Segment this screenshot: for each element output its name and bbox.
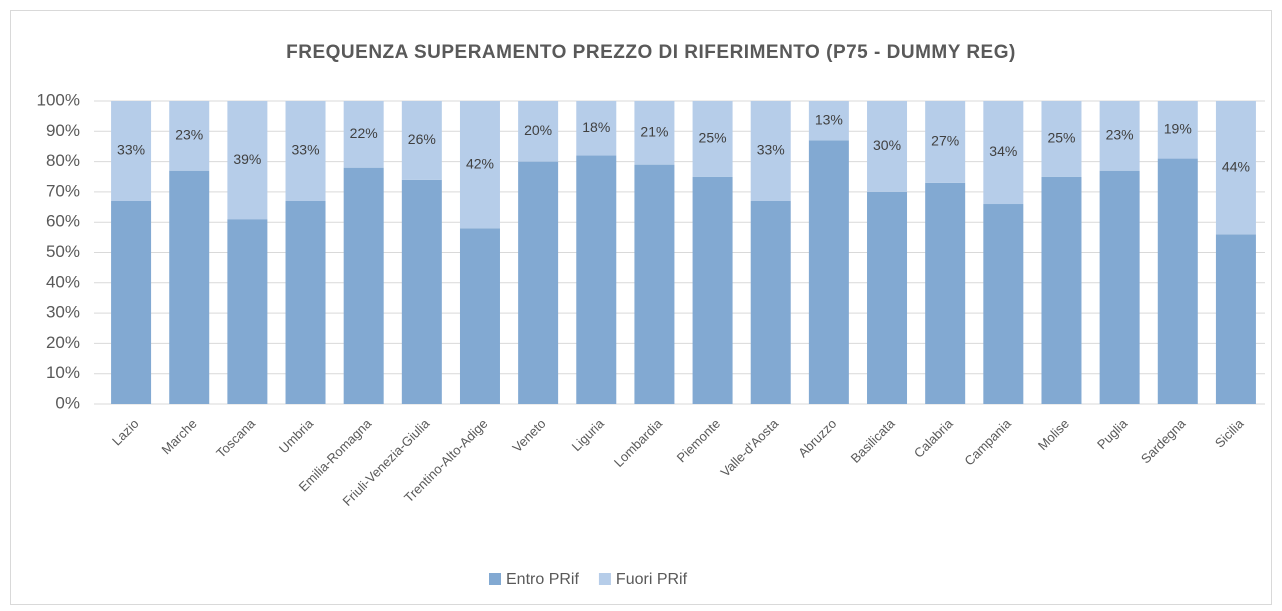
y-tick-label: 70% <box>46 181 80 200</box>
bar-segment <box>343 167 384 404</box>
y-tick-label: 90% <box>46 121 80 140</box>
value-label: 25% <box>699 130 727 146</box>
bar-segment <box>1041 176 1082 404</box>
value-label: 30% <box>873 137 901 153</box>
value-label: 26% <box>408 131 436 147</box>
value-label: 18% <box>582 119 610 135</box>
bar-segment <box>111 101 152 201</box>
value-label: 13% <box>815 111 843 127</box>
value-label: 23% <box>1106 127 1134 143</box>
bar-segment <box>1099 101 1140 171</box>
bar-segment <box>459 101 500 229</box>
bar-segment <box>634 101 675 165</box>
bar-segment <box>867 191 908 404</box>
value-label: 21% <box>640 124 668 140</box>
bar-segment <box>808 140 849 404</box>
bar-segment <box>169 170 210 404</box>
bar-segment <box>925 101 966 183</box>
bar-segment <box>576 155 617 404</box>
bar-segment <box>401 179 442 404</box>
bar-segment <box>459 228 500 404</box>
chart-title: FREQUENZA SUPERAMENTO PREZZO DI RIFERIME… <box>286 42 1016 63</box>
bar-segment <box>111 200 152 404</box>
bar-segment <box>518 101 559 162</box>
y-tick-label: 50% <box>46 242 80 261</box>
bar-segment <box>285 200 326 404</box>
y-tick-label: 0% <box>55 393 80 412</box>
bar-segment <box>227 101 268 220</box>
bar-segment <box>1215 234 1256 404</box>
bar-segment <box>576 101 617 156</box>
bar-segment <box>925 182 966 404</box>
legend-label: Fuori PRif <box>616 571 688 588</box>
bar-segment <box>169 101 210 171</box>
bar-segment <box>285 101 326 201</box>
value-label: 33% <box>292 142 320 158</box>
y-tick-label: 80% <box>46 151 80 170</box>
value-label: 20% <box>524 122 552 138</box>
bar-segment <box>401 101 442 180</box>
value-label: 44% <box>1222 158 1250 174</box>
value-label: 25% <box>1047 130 1075 146</box>
bar-segment <box>692 101 733 177</box>
value-label: 23% <box>175 127 203 143</box>
value-label: 22% <box>350 125 378 141</box>
bar-segment <box>1215 101 1256 235</box>
legend-swatch <box>489 573 501 585</box>
bar-segment <box>867 101 908 192</box>
y-tick-label: 60% <box>46 212 80 231</box>
bar-segment <box>1099 170 1140 404</box>
value-label: 27% <box>931 133 959 149</box>
y-tick-label: 10% <box>46 363 80 382</box>
y-tick-label: 20% <box>46 333 80 352</box>
bar-segment <box>750 200 791 404</box>
bar-segment <box>692 176 733 404</box>
bar-segment <box>983 101 1024 205</box>
value-label: 34% <box>989 143 1017 159</box>
bar-segment <box>518 161 559 404</box>
bar-segment <box>343 101 384 168</box>
value-label: 33% <box>757 142 785 158</box>
bar-segment <box>808 101 849 141</box>
value-label: 19% <box>1164 120 1192 136</box>
y-tick-label: 40% <box>46 272 80 291</box>
bar-segment <box>634 164 675 404</box>
y-tick-label: 30% <box>46 303 80 322</box>
bar-segment <box>983 204 1024 404</box>
legend-label: Entro PRif <box>506 571 579 588</box>
value-label: 33% <box>117 142 145 158</box>
bar-segment <box>1041 101 1082 177</box>
value-label: 39% <box>233 151 261 167</box>
legend-swatch <box>598 573 611 585</box>
bar-segment <box>750 101 791 201</box>
value-label: 42% <box>466 155 494 171</box>
y-tick-label: 100% <box>37 90 80 109</box>
bar-segment <box>227 219 268 404</box>
bar-segment <box>1157 158 1198 404</box>
bar-segment <box>1157 101 1198 159</box>
